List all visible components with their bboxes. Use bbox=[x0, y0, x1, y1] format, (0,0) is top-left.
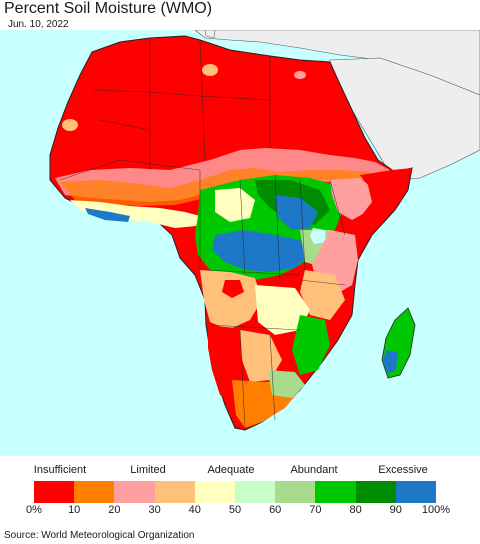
europe-land bbox=[194, 30, 480, 101]
ethiopia-mixed bbox=[330, 178, 375, 220]
west-africa-wet bbox=[70, 200, 200, 228]
country-borders bbox=[59, 39, 346, 429]
legend-tick-label: 80 bbox=[349, 504, 362, 516]
legend-swatch bbox=[194, 481, 236, 503]
legend-ticks: 0% 10 20 30 40 50 60 70 80 90 100% bbox=[0, 504, 480, 518]
morocco-spot bbox=[62, 119, 78, 131]
legend-category: Excessive bbox=[378, 464, 428, 476]
central-adequate bbox=[215, 188, 255, 222]
guinea-green bbox=[85, 208, 130, 222]
legend-swatch bbox=[235, 481, 276, 503]
legend-swatch bbox=[275, 481, 316, 503]
angola-red-spot bbox=[222, 280, 244, 298]
legend-color-bar bbox=[34, 481, 437, 503]
congo-basin-blue bbox=[212, 230, 310, 272]
legend-tick-label: 0% bbox=[26, 504, 42, 516]
madagascar-blue bbox=[383, 350, 398, 374]
map-date: Jun. 10, 2022 bbox=[8, 19, 69, 30]
legend-tick-label: 50 bbox=[228, 504, 242, 516]
zambia-adequate bbox=[255, 285, 310, 335]
legend-swatch bbox=[34, 481, 75, 503]
egypt-nile-spot bbox=[294, 71, 306, 79]
legend-tick-label: 70 bbox=[309, 504, 322, 516]
legend-category: Adequate bbox=[207, 464, 255, 476]
legend-categories: Insufficient Limited Adequate Abundant E… bbox=[0, 464, 480, 478]
legend-tick-label: 30 bbox=[148, 504, 161, 516]
botswana-limited bbox=[240, 330, 282, 382]
legend-tick-label: 40 bbox=[188, 504, 201, 516]
source-note: Source: World Meteorological Organizatio… bbox=[4, 530, 195, 541]
lake-victoria bbox=[310, 228, 326, 244]
legend-swatch bbox=[355, 481, 396, 503]
mozambique-green bbox=[292, 315, 330, 375]
south-africa-green bbox=[268, 370, 305, 398]
sardinia-sicily bbox=[204, 30, 216, 39]
south-sudan-blue bbox=[275, 195, 318, 230]
somalia-dry bbox=[352, 168, 412, 250]
soil-moisture-map bbox=[0, 30, 480, 456]
legend-category: Abundant bbox=[290, 464, 338, 476]
legend-tick-label: 60 bbox=[269, 504, 282, 516]
tunisia-spot bbox=[202, 64, 218, 76]
map-title: Percent Soil Moisture (WMO) bbox=[4, 0, 213, 17]
legend-tick-label: 10 bbox=[68, 504, 81, 516]
legend-swatch bbox=[74, 481, 115, 503]
legend-tick-label: 20 bbox=[108, 504, 121, 516]
legend-swatch bbox=[315, 481, 356, 503]
tanzania-adequate bbox=[300, 270, 345, 320]
legend-swatch bbox=[395, 481, 437, 503]
angola-mixed bbox=[200, 270, 262, 330]
legend-tick-label: 100% bbox=[421, 504, 451, 516]
legend-swatch bbox=[154, 481, 195, 503]
legend-tick-label: 90 bbox=[389, 504, 402, 516]
legend-category: Insufficient bbox=[33, 464, 87, 476]
legend-category: Limited bbox=[130, 464, 166, 476]
legend-swatch bbox=[114, 481, 155, 503]
